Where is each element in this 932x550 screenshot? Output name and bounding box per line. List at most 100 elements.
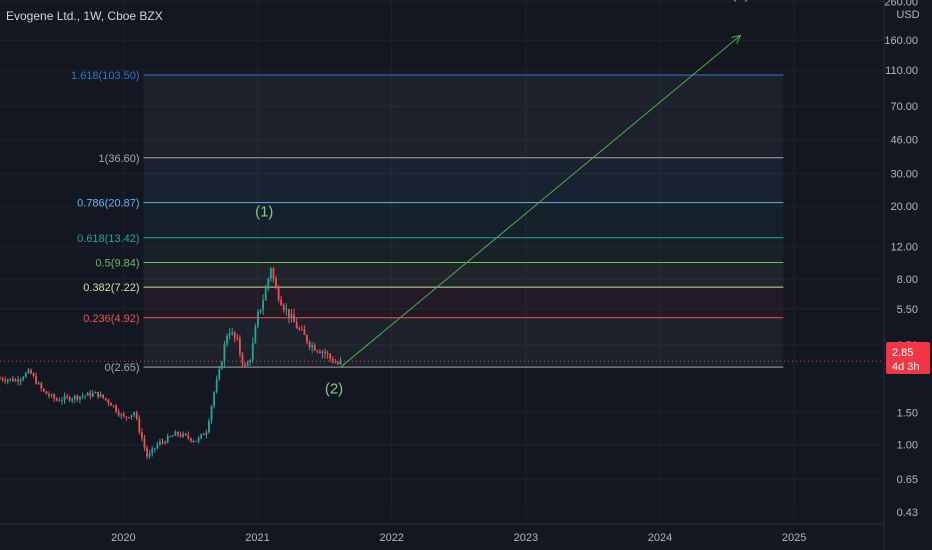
- candle-body: [189, 438, 192, 441]
- candle-body: [79, 396, 81, 400]
- candle-body: [277, 288, 280, 300]
- candle-body: [300, 329, 303, 331]
- candle: [107, 398, 110, 407]
- candle: [334, 358, 337, 364]
- candle-body: [179, 434, 182, 437]
- candle: [251, 337, 254, 364]
- y-tick-label: 5.50: [897, 304, 918, 316]
- candle-body: [148, 453, 151, 457]
- candle-body: [169, 436, 172, 438]
- fib-levels: 1.618(103.50) 1(36.60) 0.786(20.87) 0.618(1…: [71, 70, 784, 374]
- candle-body: [6, 379, 9, 382]
- candle: [313, 342, 316, 352]
- candle: [331, 356, 334, 364]
- candle: [200, 433, 203, 440]
- candle-body: [339, 359, 342, 365]
- candle: [138, 415, 141, 435]
- candle: [104, 397, 107, 402]
- candle-body: [146, 447, 148, 457]
- fib-zone: [143, 157, 784, 203]
- y-tick-label: 160.00: [884, 35, 918, 47]
- candle: [140, 428, 143, 442]
- candle: [11, 375, 14, 382]
- time-axis[interactable]: 2020 2021 2022 2023 2024 2025: [111, 532, 806, 544]
- candle: [32, 372, 35, 378]
- candle: [282, 303, 285, 313]
- price-axis[interactable]: 260.00 160.00 110.00 70.00 46.00 30.00 20.00 12…: [884, 0, 918, 519]
- candle-body: [298, 328, 301, 330]
- candle: [192, 439, 195, 444]
- candle: [223, 340, 226, 369]
- candle-body: [9, 378, 12, 380]
- candle-body: [94, 391, 97, 394]
- candle-body: [329, 354, 332, 359]
- y-tick-label: 46.00: [890, 135, 918, 147]
- candle-body: [89, 392, 92, 397]
- candle-body: [249, 360, 252, 363]
- candle-body: [324, 351, 326, 353]
- candle: [264, 284, 267, 301]
- y-tick-label: 1.50: [897, 407, 918, 419]
- y-tick-label: 30.00: [890, 169, 918, 181]
- x-tick-label: 2022: [379, 532, 403, 544]
- candle-body: [311, 345, 314, 347]
- candle: [135, 410, 138, 421]
- candle: [259, 309, 262, 315]
- candle: [164, 440, 166, 445]
- candle-body: [24, 373, 27, 378]
- candle: [146, 445, 148, 460]
- candle: [324, 348, 326, 359]
- candle-body: [257, 311, 259, 327]
- x-tick-label: 2023: [514, 532, 538, 544]
- candle: [94, 391, 97, 394]
- candle: [63, 392, 66, 405]
- candle: [257, 309, 259, 329]
- candle: [267, 277, 270, 292]
- y-tick-label: 70.00: [890, 101, 918, 113]
- fib-level-label: 0.382(7.22): [83, 282, 139, 294]
- candle: [174, 429, 177, 436]
- candle-body: [11, 378, 14, 382]
- candle-body: [161, 441, 164, 443]
- candle-body: [205, 432, 208, 435]
- x-tick-label: 2024: [648, 532, 672, 544]
- candle-body: [27, 369, 30, 374]
- candle: [112, 405, 115, 408]
- candle-body: [174, 432, 177, 436]
- candle: [133, 411, 136, 418]
- candle: [66, 393, 68, 400]
- candle: [97, 391, 99, 400]
- candle: [213, 391, 216, 409]
- candle: [316, 349, 319, 354]
- candle: [79, 396, 81, 404]
- candle-body: [223, 344, 226, 362]
- symbol-title[interactable]: Evogene Ltd., 1W, Cboe BZX: [6, 9, 163, 23]
- candle-body: [86, 392, 89, 396]
- fib-level-label: 0.786(20.87): [77, 198, 139, 210]
- candle-body: [254, 326, 257, 344]
- candle-body: [138, 418, 141, 432]
- current-price-value: 2.85: [892, 347, 913, 359]
- candle-body: [241, 353, 244, 365]
- candle-body: [37, 383, 40, 385]
- candle-body: [192, 440, 195, 442]
- y-tick-label: 20.00: [890, 201, 918, 213]
- y-tick-label: 12.00: [890, 242, 918, 254]
- candle-body: [267, 278, 270, 289]
- candle: [17, 376, 19, 386]
- candle: [86, 391, 89, 396]
- candle: [58, 397, 61, 402]
- candle: [318, 349, 321, 354]
- candle: [321, 349, 324, 359]
- wave-projection: [0, 34, 884, 368]
- candle-body: [226, 335, 228, 345]
- candle: [53, 392, 56, 403]
- candle: [6, 378, 9, 385]
- candle: [218, 365, 221, 381]
- candle: [228, 328, 231, 340]
- candle-body: [48, 394, 50, 396]
- y-tick-label: 8.00: [897, 274, 918, 286]
- candle-body: [14, 379, 17, 382]
